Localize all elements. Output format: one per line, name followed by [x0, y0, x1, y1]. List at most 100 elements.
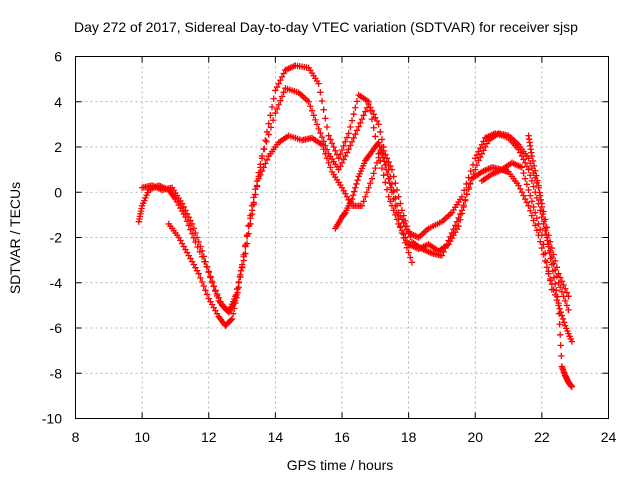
data-point — [554, 293, 561, 300]
data-point — [543, 264, 551, 271]
data-point — [536, 189, 543, 196]
data-point — [408, 259, 416, 266]
data-point — [343, 149, 351, 156]
data-point — [450, 226, 457, 233]
data-point — [278, 73, 286, 81]
data-point — [190, 225, 197, 232]
data-point — [402, 239, 409, 246]
data-point — [231, 305, 238, 312]
data-point — [475, 157, 482, 164]
data-point — [215, 294, 222, 302]
data-point — [528, 198, 536, 205]
data-point — [320, 106, 327, 113]
data-point — [318, 141, 326, 148]
data-point — [200, 253, 207, 260]
data-point — [538, 203, 546, 211]
data-point — [352, 104, 359, 111]
data-point — [362, 193, 369, 200]
data-point — [403, 244, 411, 251]
data-point — [195, 270, 202, 277]
data-point — [546, 249, 553, 256]
data-point — [540, 251, 547, 258]
x-tick-label: 22 — [534, 429, 550, 445]
data-point — [520, 169, 527, 177]
data-point — [267, 112, 274, 119]
data-point — [540, 218, 548, 225]
data-point — [242, 250, 249, 257]
data-point — [457, 210, 464, 218]
data-point — [533, 215, 541, 222]
series-track-c — [165, 132, 556, 329]
data-point — [212, 287, 219, 294]
data-point — [335, 155, 342, 162]
data-point — [556, 284, 564, 291]
data-point — [558, 278, 566, 285]
series-track-d — [332, 139, 416, 266]
data-point — [195, 238, 202, 246]
data-point — [353, 180, 360, 188]
data-point — [535, 182, 542, 189]
data-point — [455, 222, 462, 230]
data-point — [323, 123, 331, 131]
data-point — [525, 202, 532, 210]
data-point — [362, 108, 369, 115]
data-point — [348, 195, 356, 203]
data-point — [517, 149, 524, 156]
data-point — [528, 212, 536, 219]
data-point — [188, 230, 196, 237]
data-point — [348, 138, 356, 145]
data-point — [352, 130, 359, 138]
data-point — [537, 238, 544, 245]
x-axis-title: GPS time / hours — [287, 457, 394, 473]
data-point — [387, 162, 394, 170]
data-point — [313, 121, 321, 128]
data-point — [340, 142, 347, 150]
data-point — [377, 128, 384, 136]
data-point — [349, 192, 357, 199]
data-point — [376, 143, 383, 150]
data-point — [395, 216, 402, 223]
series-track-b — [138, 62, 572, 316]
data-point — [565, 306, 572, 314]
data-point — [472, 166, 479, 173]
data-point — [515, 182, 522, 189]
data-point — [308, 107, 316, 114]
data-point — [452, 222, 459, 229]
data-point — [472, 155, 479, 162]
data-point — [248, 207, 256, 214]
data-point — [387, 184, 395, 191]
data-point — [530, 203, 537, 211]
y-tick-label: -4 — [50, 275, 63, 291]
data-point — [395, 193, 402, 200]
data-series — [135, 62, 576, 391]
data-point — [380, 158, 388, 165]
y-tick-label: 2 — [54, 139, 62, 155]
data-point — [375, 121, 382, 128]
data-point — [563, 289, 571, 296]
data-point — [523, 181, 531, 188]
data-point — [318, 97, 326, 105]
data-point — [198, 247, 206, 255]
data-point — [258, 155, 266, 162]
data-point — [227, 316, 235, 324]
data-point — [555, 270, 562, 277]
data-point — [517, 185, 524, 193]
data-point — [325, 159, 332, 167]
data-point — [318, 133, 326, 141]
data-point — [252, 191, 259, 198]
data-point — [365, 98, 372, 105]
data-point — [197, 274, 204, 282]
data-point — [478, 150, 486, 157]
data-point — [268, 103, 276, 111]
data-point — [555, 310, 563, 317]
data-point — [405, 228, 412, 235]
data-point — [203, 263, 211, 271]
data-point — [547, 255, 554, 262]
y-tick-label: -6 — [50, 320, 63, 336]
data-point — [460, 201, 467, 209]
data-point — [545, 270, 552, 277]
data-point — [392, 202, 399, 210]
chart-title: Day 272 of 2017, Sidereal Day-to-day VTE… — [74, 19, 578, 35]
data-point — [377, 146, 385, 154]
